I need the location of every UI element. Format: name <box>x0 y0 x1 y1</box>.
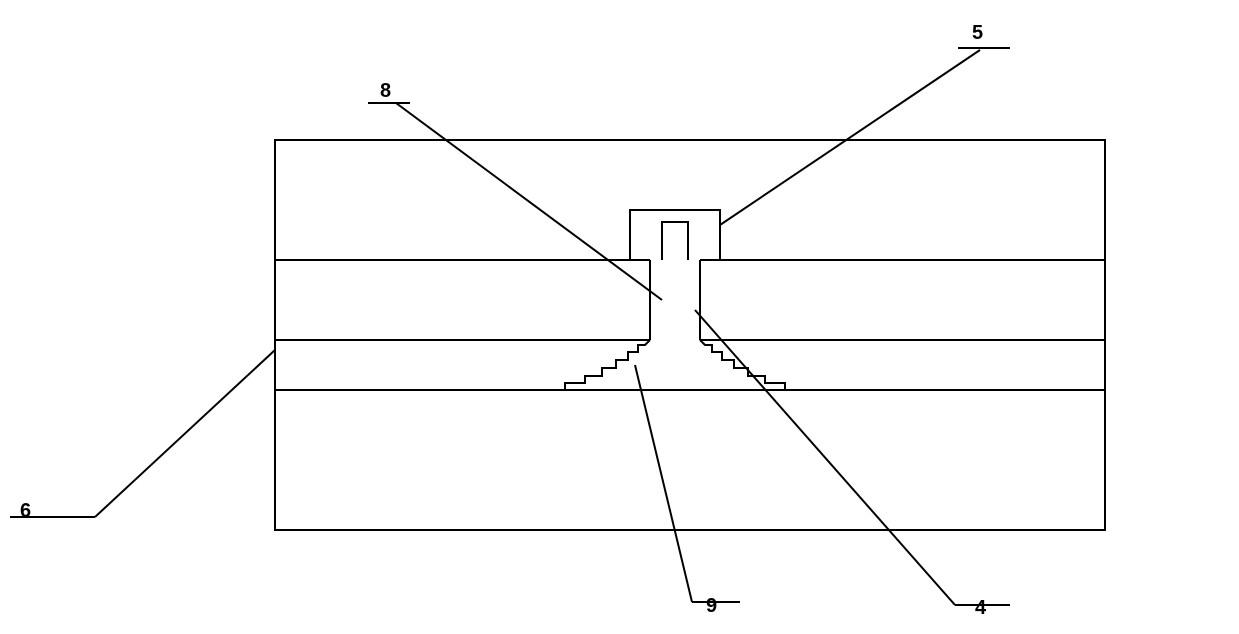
label-6: 6 <box>20 500 31 523</box>
label-8: 8 <box>380 80 391 103</box>
leader-4 <box>695 310 955 605</box>
label-5: 5 <box>972 22 983 45</box>
stepped-left <box>565 340 650 390</box>
leader-8 <box>396 103 662 300</box>
top-cap <box>630 210 720 260</box>
leader-9 <box>635 365 692 602</box>
leader-5 <box>720 50 980 225</box>
inner-slot-cap <box>662 222 688 260</box>
diagram-canvas <box>0 0 1239 634</box>
label-4: 4 <box>975 597 986 620</box>
label-9: 9 <box>706 595 717 618</box>
main-rect <box>275 140 1105 530</box>
leader-6 <box>95 350 275 517</box>
